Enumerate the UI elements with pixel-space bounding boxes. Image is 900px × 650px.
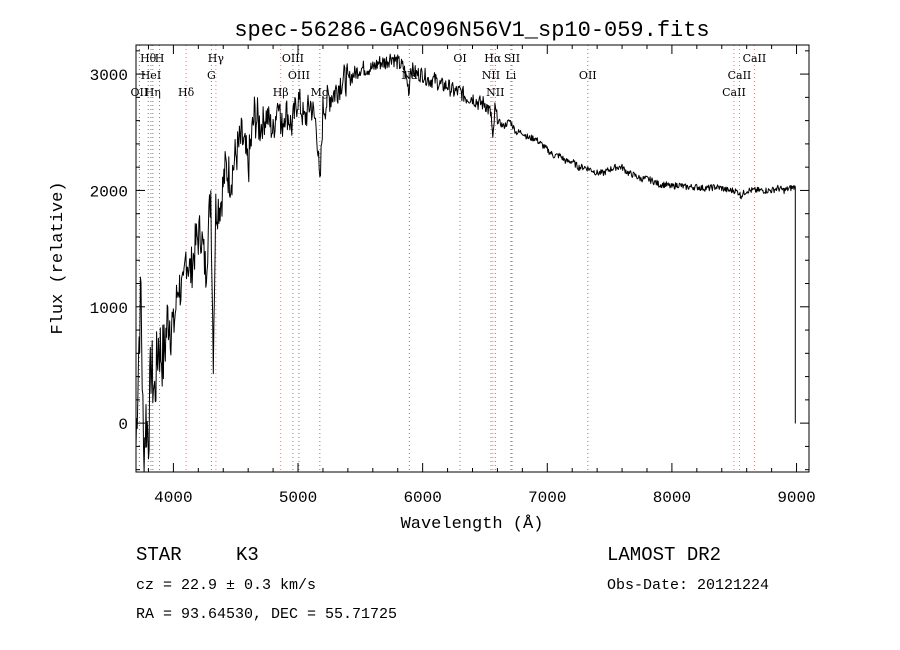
line-marker-label: CaII — [743, 52, 767, 65]
line-marker-label: OII — [579, 69, 597, 82]
line-marker-label: CaII — [728, 69, 752, 82]
object-subclass: K3 — [236, 544, 259, 566]
line-marker-label: G — [207, 69, 216, 82]
line-marker-label: CaII — [722, 86, 746, 99]
series-layer — [135, 53, 796, 473]
line-marker-label: NII — [482, 69, 500, 82]
x-tick-label: 5000 — [279, 489, 317, 507]
redshift-line: cz = 22.9 ± 0.3 km/s — [136, 577, 316, 594]
line-marker-label: OIII — [282, 52, 304, 65]
line-marker-label: Hη — [145, 86, 161, 99]
chart-title: spec-56286-GAC096N56V1_sp10-059.fits — [234, 18, 709, 43]
survey-name: LAMOST DR2 — [607, 544, 721, 566]
line-marker-label: Na — [401, 69, 418, 82]
x-tick-label: 8000 — [653, 489, 691, 507]
y-tick-label: 2000 — [90, 183, 128, 201]
x-tick-label: 4000 — [154, 489, 192, 507]
line-marker-label: SII — [504, 52, 520, 65]
plot-frame — [135, 44, 810, 473]
x-axis-label: Wavelength (Å) — [401, 515, 544, 534]
line-marker-label: OIII — [288, 69, 310, 82]
coordinates: RA = 93.64530, DEC = 55.71725 — [136, 606, 397, 623]
x-tick-label: 6000 — [403, 489, 441, 507]
spectrum-line — [135, 53, 796, 473]
line-marker-label: Mg — [311, 86, 329, 99]
line-marker-label: HeI — [141, 69, 161, 82]
obs-date: Obs-Date: 20121224 — [607, 577, 769, 594]
y-axis-label: Flux (relative) — [49, 181, 68, 334]
line-marker-label: OI — [453, 52, 466, 65]
x-tick-label: 9000 — [777, 489, 815, 507]
line-marker-label: H — [155, 52, 165, 65]
y-tick-label: 3000 — [90, 67, 128, 85]
line-marker-label: OII — [131, 86, 149, 99]
line-marker-label: Hθ — [140, 52, 157, 65]
line-marker-label: NII — [486, 86, 504, 99]
line-marker-label: Hβ — [273, 86, 289, 99]
line-marker-label: Hα — [484, 52, 502, 65]
line-marker-label: Hδ — [178, 86, 195, 99]
line-marker-label: Hγ — [208, 52, 225, 65]
line-marker-label: Li — [505, 69, 516, 82]
x-tick-label: 7000 — [528, 489, 566, 507]
spectral-line-markers — [138, 45, 755, 472]
y-tick-label: 0 — [118, 416, 128, 434]
axis-ticks: 4000 5000 6000 7000 8000 9000 0 1000 2000 3000 — [90, 45, 816, 507]
object-class: STAR — [136, 544, 182, 566]
y-tick-label: 1000 — [90, 300, 128, 318]
